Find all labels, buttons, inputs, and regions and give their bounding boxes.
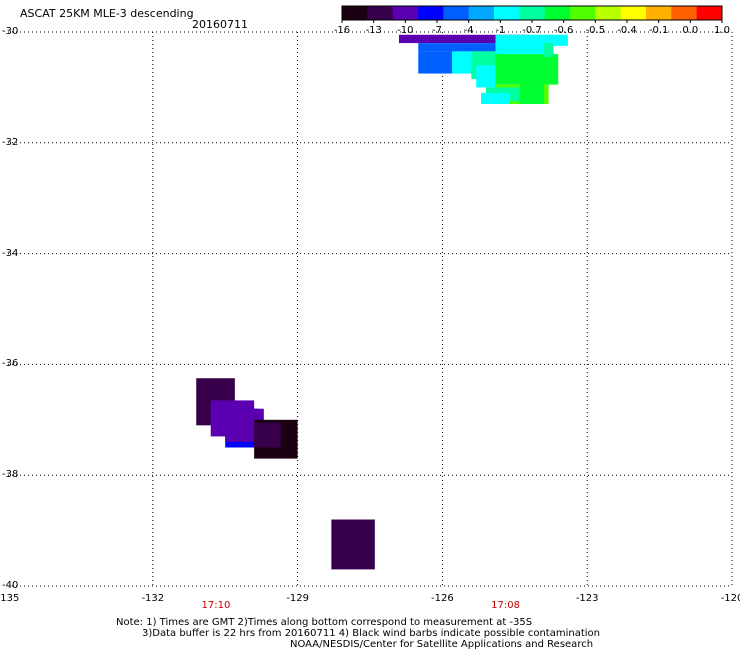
data-cell bbox=[476, 65, 496, 88]
data-cell bbox=[538, 34, 568, 46]
lat-tick-label: -34 bbox=[2, 247, 19, 259]
data-swaths bbox=[196, 34, 568, 570]
colorbar-segment bbox=[595, 6, 622, 20]
colorbar-label: 1.0 bbox=[714, 25, 730, 36]
data-cell bbox=[254, 422, 281, 448]
data-cell bbox=[331, 519, 375, 570]
colorbar-label: -0.5 bbox=[585, 25, 606, 36]
time-label: 17:10 bbox=[201, 600, 231, 611]
lon-tick-label: -120 bbox=[720, 593, 740, 604]
note-line-3: NOAA/NESDIS/Center for Satellite Applica… bbox=[290, 639, 594, 650]
colorbar-segment bbox=[342, 6, 368, 20]
data-cell bbox=[543, 43, 554, 57]
gridlines bbox=[8, 31, 733, 587]
lat-tick-label: -30 bbox=[2, 26, 19, 37]
colorbar-segment bbox=[367, 6, 394, 20]
data-cell bbox=[519, 84, 544, 105]
map-title: ASCAT 25KM MLE-3 descending bbox=[20, 7, 194, 20]
colorbar-segment bbox=[519, 6, 546, 20]
colorbar-label: -0.6 bbox=[553, 25, 574, 36]
colorbar-segment bbox=[443, 6, 470, 20]
plot-frame bbox=[8, 32, 732, 586]
data-cell bbox=[495, 54, 559, 85]
colorbar-label: -0.4 bbox=[617, 25, 637, 36]
lon-tick-label: -132 bbox=[141, 593, 165, 604]
lat-tick-label: -40 bbox=[2, 580, 19, 591]
lat-tick-label: -38 bbox=[2, 469, 19, 481]
colorbar-label: 0.0 bbox=[682, 25, 699, 36]
colorbar-label: -4 bbox=[463, 25, 474, 36]
colorbar bbox=[341, 5, 723, 23]
colorbar-label: -10 bbox=[397, 25, 414, 36]
note-line-2: 3)Data buffer is 22 hrs from 20160711 4)… bbox=[142, 628, 600, 639]
map-date: 20160711 bbox=[192, 18, 248, 31]
colorbar-segment bbox=[392, 6, 419, 20]
data-cell bbox=[418, 43, 530, 52]
time-label: 17:08 bbox=[491, 600, 520, 611]
colorbar-label: -1 bbox=[495, 25, 506, 36]
lon-tick-label: -123 bbox=[575, 593, 599, 604]
data-cell bbox=[398, 34, 530, 44]
lon-tick-label: -135 bbox=[0, 593, 20, 604]
colorbar-label: -0.7 bbox=[522, 25, 542, 36]
colorbar-segment bbox=[646, 6, 672, 20]
data-cell bbox=[481, 92, 510, 105]
note-line-1: Note: 1) Times are GMT 2)Times along bot… bbox=[116, 617, 533, 628]
lat-tick-label: -32 bbox=[2, 136, 19, 148]
lat-tick-label: -36 bbox=[2, 358, 19, 370]
colorbar-segment bbox=[418, 6, 444, 20]
colorbar-label: -0.1 bbox=[648, 25, 669, 36]
colorbar-segment bbox=[570, 6, 596, 20]
colorbar-segment bbox=[671, 6, 698, 20]
colorbar-label: -13 bbox=[365, 25, 382, 36]
colorbar-segment bbox=[544, 6, 571, 20]
lon-tick-label: -129 bbox=[286, 593, 309, 604]
colorbar-segment bbox=[696, 6, 723, 20]
colorbar-segment bbox=[494, 6, 520, 20]
colorbar-label: -16 bbox=[333, 25, 351, 36]
colorbar-segment bbox=[620, 6, 647, 20]
lon-tick-label: -126 bbox=[431, 593, 454, 604]
colorbar-segment bbox=[468, 6, 495, 20]
colorbar-label: -7 bbox=[432, 25, 442, 36]
